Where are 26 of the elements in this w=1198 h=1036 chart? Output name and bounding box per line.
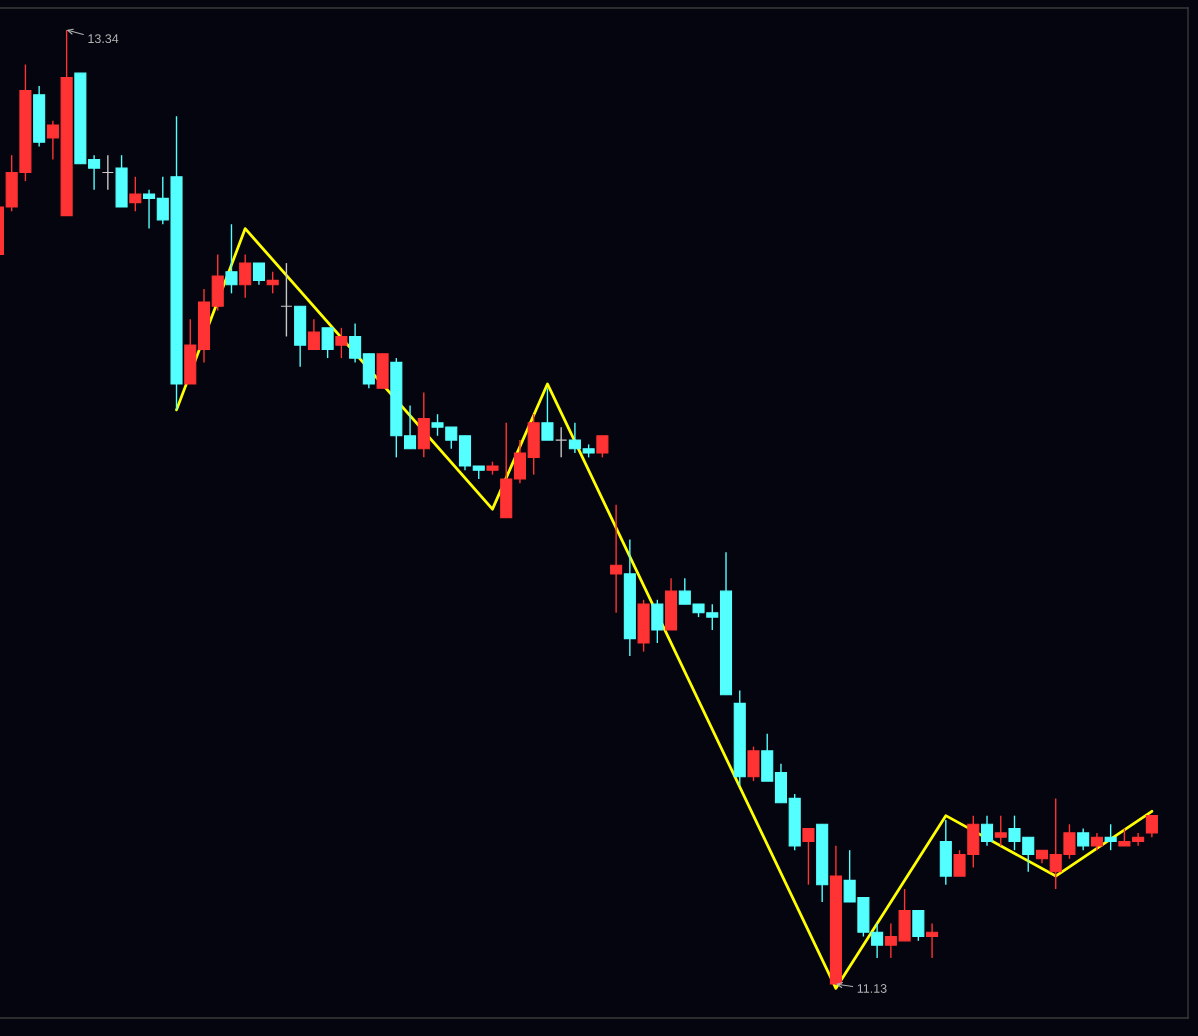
text: 11.13 [857, 984, 887, 993]
candlestick [280, 262, 293, 338]
candlestick [802, 827, 815, 886]
candlestick [1104, 823, 1117, 851]
annotation: 13.34 [88, 34, 119, 44]
candlestick [980, 814, 994, 847]
candlestick [239, 253, 252, 299]
candlestick [142, 189, 156, 230]
candlestick [404, 404, 417, 450]
candlestick [596, 435, 609, 459]
candlestick [1077, 827, 1090, 851]
candlestick [555, 426, 568, 459]
candlestick [349, 322, 362, 364]
candlestick [1145, 814, 1158, 838]
candlestick [321, 327, 334, 359]
candlestick [541, 387, 554, 441]
candlestick [926, 922, 939, 959]
candlestick [307, 318, 320, 351]
candlestick [252, 262, 265, 286]
candlestick [266, 271, 279, 295]
candlestick [335, 327, 348, 359]
candlestick [994, 814, 1007, 847]
candlestick [225, 223, 238, 295]
candlestick [610, 504, 623, 614]
candlestick [101, 154, 114, 191]
candlestick [129, 176, 142, 212]
